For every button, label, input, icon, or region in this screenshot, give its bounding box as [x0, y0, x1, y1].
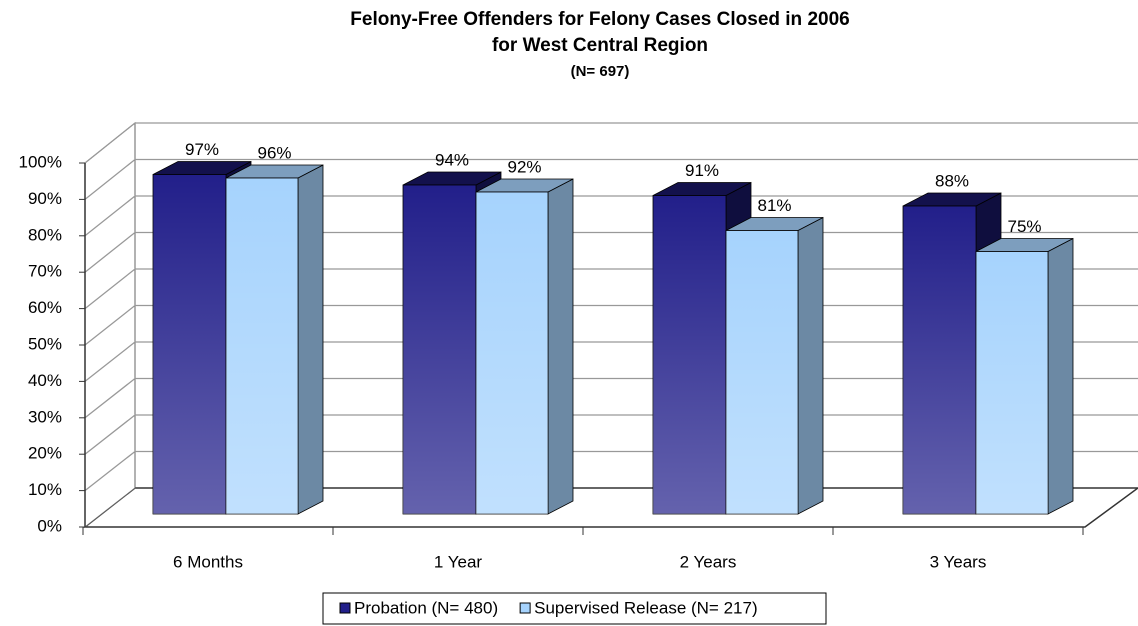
chart-title: Felony-Free Offenders for Felony Cases C… [350, 9, 849, 30]
y-tick-label: 100% [19, 152, 62, 171]
legend-swatch [339, 602, 351, 614]
y-tick-label: 70% [28, 262, 62, 281]
bar-side [297, 164, 324, 515]
y-tick-label: 0% [37, 516, 62, 535]
y-tick-label: 60% [28, 298, 62, 317]
x-tick-label: 6 Months [173, 552, 243, 571]
bar-shine [226, 178, 298, 514]
data-label: 75% [1007, 217, 1041, 236]
bar-shine [976, 251, 1048, 514]
y-tick-label: 10% [28, 480, 62, 499]
bar-side [1047, 237, 1074, 515]
bar [975, 237, 1074, 515]
bar-shine [403, 185, 476, 514]
chart-subtitle: for West Central Region [492, 35, 708, 56]
legend-label: Supervised Release (N= 217) [534, 598, 757, 617]
legend-box [322, 592, 827, 625]
x-tick-label: 1 Year [434, 552, 483, 571]
y-tick-label: 30% [28, 407, 62, 426]
y-tick-label: 80% [28, 225, 62, 244]
bar-side [797, 216, 824, 515]
bar [225, 164, 324, 515]
y-tick-label: 40% [28, 371, 62, 390]
bar-side [547, 178, 574, 515]
data-label: 94% [435, 150, 469, 169]
legend-label: Probation (N= 480) [354, 598, 498, 617]
data-label: 96% [257, 143, 291, 162]
data-label: 92% [507, 157, 541, 176]
bar [475, 178, 574, 515]
grid-line [84, 195, 1138, 237]
bar-shine [726, 230, 798, 514]
y-tick-label: 90% [28, 189, 62, 208]
data-label: 81% [757, 196, 791, 215]
bar-shine [476, 192, 548, 514]
legend-swatch [519, 602, 531, 614]
data-label: 97% [185, 140, 219, 159]
bar-shine [153, 174, 226, 514]
x-tick-label: 2 Years [680, 552, 737, 571]
data-label: 88% [935, 171, 969, 190]
grid-line [84, 158, 1138, 200]
data-label: 91% [685, 161, 719, 180]
grid-line [84, 122, 1138, 164]
bar-shine [653, 195, 726, 514]
bar-shine [903, 206, 976, 514]
chart-annotation: (N= 697) [571, 63, 630, 80]
x-tick-label: 3 Years [930, 552, 987, 571]
bar [725, 216, 824, 515]
y-tick-label: 50% [28, 334, 62, 353]
y-tick-label: 20% [28, 444, 62, 463]
